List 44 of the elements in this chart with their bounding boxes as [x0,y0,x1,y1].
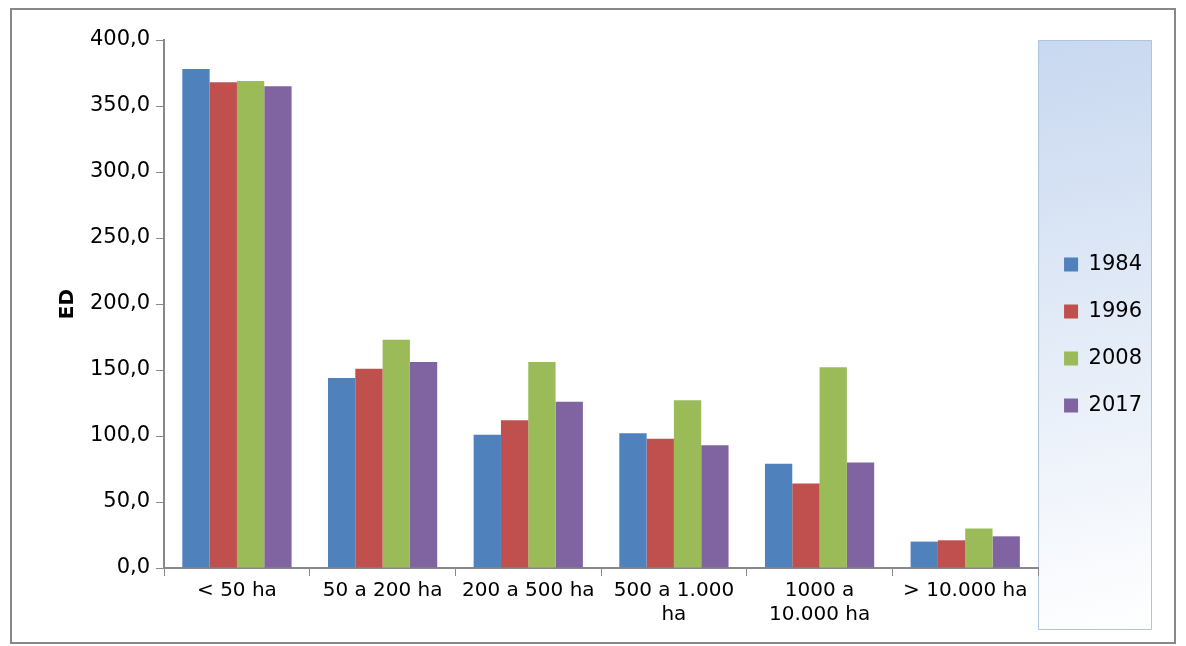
legend-label: 1996 [1088,297,1143,322]
bar [236,80,265,568]
x-tick-label: 200 a 500 ha [461,577,595,602]
bar [382,339,410,568]
bar [327,377,356,568]
bar [673,400,702,568]
y-axis-title: ED [54,288,79,320]
legend-label: 2017 [1088,391,1143,416]
bar [792,483,820,568]
y-tick-label: 150,0 [89,356,151,381]
y-tick-label: 400,0 [89,26,151,51]
y-tick-label: 200,0 [89,290,151,315]
bar [646,438,674,568]
bar [528,362,556,568]
x-tick-label: > 10.000 ha [903,577,1028,602]
y-tick-label: 250,0 [89,224,151,249]
bar [355,368,383,568]
legend-label: 2008 [1088,344,1143,369]
bar [910,541,938,568]
bar [764,463,793,568]
bar [555,401,583,568]
bar [619,433,647,568]
x-tick-label: 50 a 200 ha [322,577,443,602]
y-tick-label: 50,0 [103,488,151,513]
bar [701,445,729,568]
bar [473,434,501,568]
x-tick-label: 500 a 1.000 ha [613,577,735,626]
bar [992,536,1020,568]
y-tick-label: 0,0 [116,554,151,579]
legend-label: 1984 [1088,250,1143,275]
bar [819,367,847,568]
bar [965,528,993,568]
y-tick-label: 100,0 [89,422,151,447]
bar [409,362,438,568]
bar [209,82,237,568]
bar [846,462,875,568]
bar [500,420,529,568]
bar [264,86,292,568]
y-tick-label: 300,0 [89,158,151,183]
bar [182,69,210,568]
bar [937,540,966,568]
y-tick-label: 350,0 [89,92,151,117]
x-tick-label: 1000 a 10.000 ha [768,577,871,626]
x-tick-label: < 50 ha [197,577,277,602]
